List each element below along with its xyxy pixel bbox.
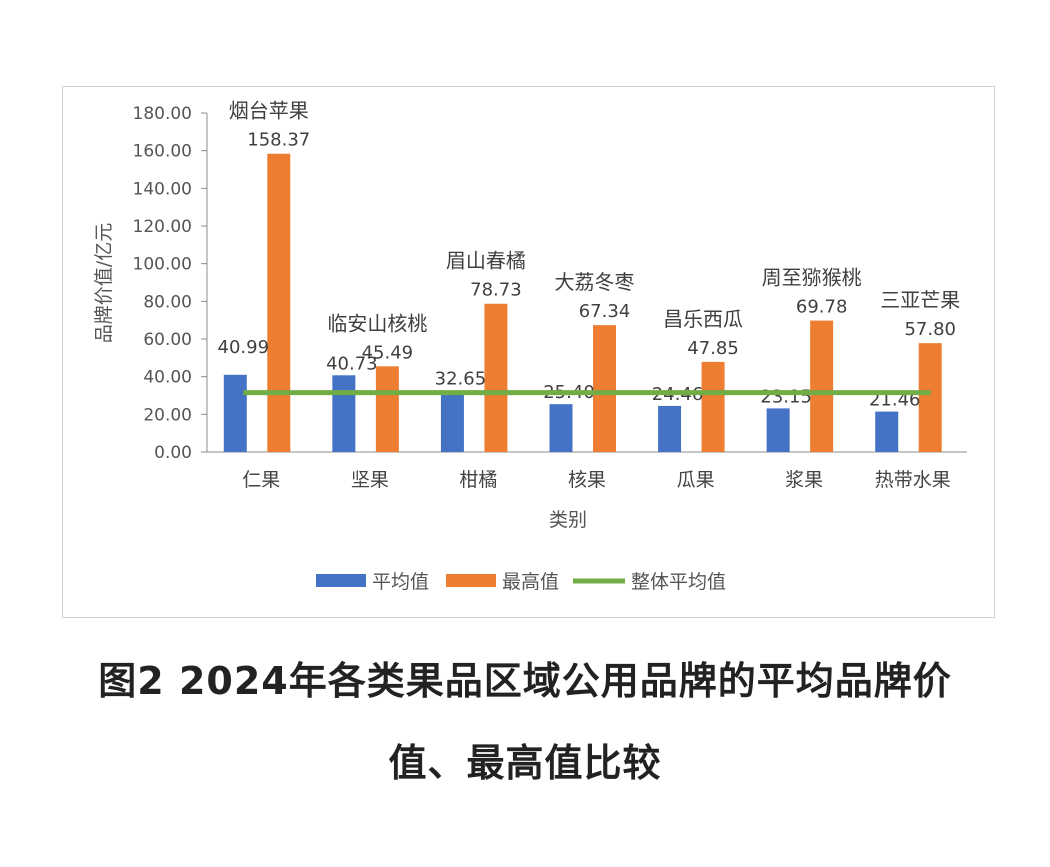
avg-value-bar — [549, 404, 573, 452]
y-axis-title: 品牌价值/亿元 — [93, 223, 115, 343]
x-tick-label: 浆果 — [785, 469, 823, 491]
x-tick-label: 核果 — [568, 469, 606, 491]
y-tick-label: 60.00 — [143, 330, 192, 350]
brand-label: 临安山核桃 — [327, 311, 427, 335]
max-value-bar — [918, 343, 942, 452]
y-tick-label: 160.00 — [133, 142, 192, 162]
legend-swatch — [446, 574, 496, 587]
avg-value-bar — [875, 411, 899, 452]
max-data-label: 57.80 — [904, 319, 956, 340]
brand-label: 周至猕猴桃 — [762, 266, 862, 290]
legend-label: 整体平均值 — [631, 571, 726, 593]
y-tick-label: 40.00 — [143, 368, 192, 388]
avg-data-label: 23.15 — [760, 386, 812, 407]
brand-label: 眉山春橘 — [446, 249, 526, 273]
avg-value-bar — [658, 405, 682, 452]
y-tick-label: 180.00 — [133, 104, 192, 124]
max-data-label: 45.49 — [362, 342, 414, 363]
figure-caption-line-1: 图2 2024年各类果品区域公用品牌的平均品牌价 — [98, 659, 952, 703]
x-tick-label: 仁果 — [242, 469, 280, 491]
brand-label: 烟台苹果 — [229, 99, 309, 123]
y-tick-label: 140.00 — [133, 179, 192, 199]
max-value-bar — [267, 153, 291, 452]
max-value-bar — [810, 320, 834, 452]
max-data-label: 158.37 — [247, 130, 310, 151]
y-tick-label: 100.00 — [133, 255, 192, 275]
max-data-label: 67.34 — [579, 301, 631, 322]
brand-label: 昌乐西瓜 — [663, 307, 743, 331]
avg-value-bar — [223, 374, 247, 452]
legend-label: 最高值 — [502, 571, 559, 593]
max-data-label: 47.85 — [687, 338, 739, 359]
avg-data-label: 40.99 — [218, 337, 270, 358]
x-tick-label: 瓜果 — [677, 469, 715, 491]
x-tick-label: 热带水果 — [875, 469, 951, 491]
y-tick-label: 0.00 — [154, 443, 192, 463]
brand-label: 三亚芒果 — [880, 288, 960, 312]
y-tick-label: 80.00 — [143, 292, 192, 312]
max-data-label: 78.73 — [470, 280, 522, 301]
avg-value-bar — [766, 408, 790, 452]
max-value-bar — [375, 366, 399, 452]
brand-label: 大荔冬枣 — [555, 270, 635, 294]
y-tick-label: 120.00 — [133, 217, 192, 237]
y-tick-label: 20.00 — [143, 405, 192, 425]
legend-swatch — [316, 574, 366, 587]
chart-frame — [62, 86, 995, 618]
max-value-bar — [593, 325, 616, 452]
x-tick-label: 柑橘 — [459, 469, 497, 491]
avg-value-bar — [332, 375, 356, 452]
avg-data-label: 32.65 — [435, 369, 487, 390]
bar-chart: 0.00 20.00 40.00 60.00 80.00 100.00 120.00 140.… — [93, 99, 967, 593]
legend-label: 平均值 — [372, 571, 429, 593]
max-value-bar — [484, 303, 508, 452]
x-tick-label: 坚果 — [351, 469, 389, 491]
max-value-bar — [701, 361, 725, 452]
max-data-label: 69.78 — [796, 297, 848, 318]
avg-value-bar — [440, 390, 464, 452]
avg-data-label: 40.73 — [326, 353, 378, 374]
figure-caption-line-2: 值、最高值比较 — [388, 741, 662, 785]
x-axis-title: 类别 — [549, 509, 587, 531]
